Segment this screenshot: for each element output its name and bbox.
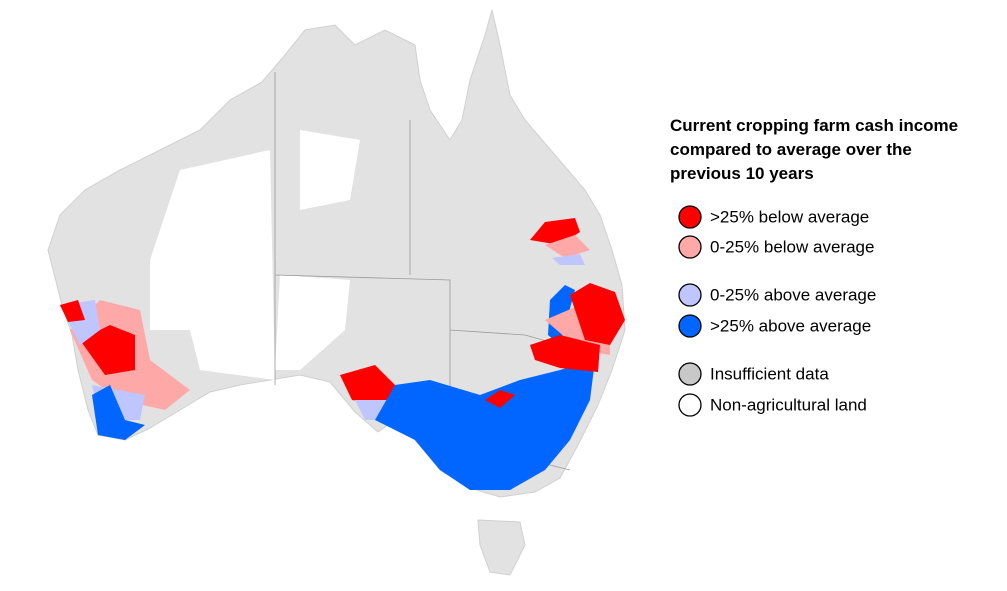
region [552,254,585,265]
legend-swatch [678,362,702,386]
non-agricultural-north [300,130,360,210]
non-agricultural-centre [275,275,350,370]
legend-title: Current cropping farm cash income [670,116,958,135]
region [60,300,85,322]
legend-swatch [678,393,702,417]
mainland [47,9,626,498]
legend-title: previous 10 years [670,164,814,183]
tasmania [477,519,526,576]
australia-map [47,9,626,576]
region [340,365,395,405]
legend: Current cropping farm cash income compare… [670,116,958,417]
state-border [274,72,601,471]
region [485,390,515,408]
region [92,385,145,440]
legend-swatch [678,283,702,307]
legend-label: 0-25% below average [710,237,874,256]
legend-label: 0-25% above average [710,285,876,304]
region [570,283,625,345]
legend-title: compared to average over the [670,140,912,159]
legend-swatch [678,235,702,259]
legend-swatch [678,314,702,338]
region [530,335,600,372]
legend-label: Insufficient data [710,364,829,383]
legend-label: Non-agricultural land [710,395,867,414]
region [80,325,135,375]
legend-label: >25% above average [710,316,871,335]
non-agricultural-west [150,150,275,380]
legend-swatch [678,205,702,229]
legend-label: >25% below average [710,207,869,226]
region [375,360,595,490]
region [545,235,590,258]
